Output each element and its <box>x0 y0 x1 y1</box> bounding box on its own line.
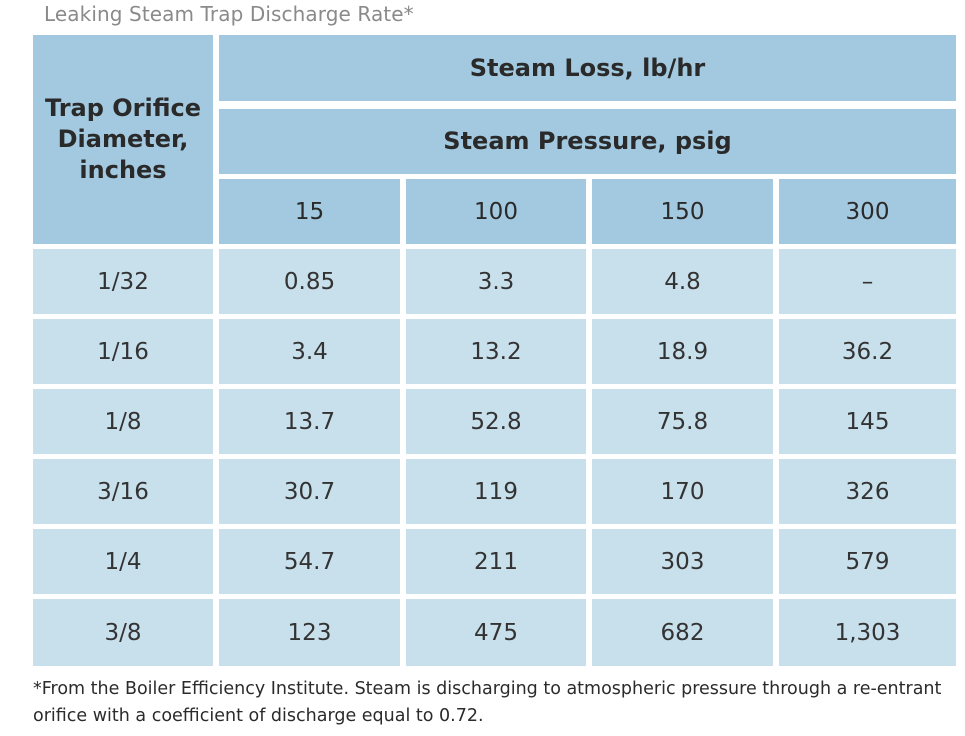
row-header-label: Trap Orifice Diameter, inches <box>44 94 202 184</box>
steam-loss-value-cell: 475 <box>406 599 586 666</box>
steam-loss-value-cell: 326 <box>779 459 956 524</box>
pressure-column-header: 100 <box>406 179 586 244</box>
row-header-cell: Trap Orifice Diameter, inches <box>33 35 213 244</box>
steam-loss-value-cell: 3.4 <box>219 319 400 384</box>
steam-loss-label: Steam Loss, lb/hr <box>469 53 706 82</box>
steam-loss-value-cell: – <box>779 249 956 314</box>
steam-loss-value-cell: 52.8 <box>406 389 586 454</box>
steam-pressure-label: Steam Pressure, psig <box>443 127 732 155</box>
steam-loss-header: Steam Loss, lb/hr <box>219 35 956 101</box>
footnote: *From the Boiler Efficiency Institute. S… <box>33 679 942 726</box>
steam-loss-table: Trap Orifice Diameter, inches Steam Loss… <box>33 35 956 666</box>
diameter-cell: 1/16 <box>33 319 213 384</box>
steam-pressure-header: Steam Pressure, psig <box>219 109 956 174</box>
steam-loss-value-cell: 303 <box>592 529 773 594</box>
steam-loss-value-cell: 3.3 <box>406 249 586 314</box>
pressure-column-header: 15 <box>219 179 400 244</box>
steam-loss-value-cell: 54.7 <box>219 529 400 594</box>
steam-loss-value-cell: 145 <box>779 389 956 454</box>
steam-loss-value-cell: 30.7 <box>219 459 400 524</box>
steam-loss-value-cell: 13.7 <box>219 389 400 454</box>
steam-loss-value-cell: 36.2 <box>779 319 956 384</box>
pressure-column-header: 150 <box>592 179 773 244</box>
table-caption: Leaking Steam Trap Discharge Rate* <box>44 2 414 26</box>
steam-loss-value-cell: 579 <box>779 529 956 594</box>
steam-loss-value-cell: 13.2 <box>406 319 586 384</box>
steam-loss-value-cell: 119 <box>406 459 586 524</box>
diameter-cell: 1/4 <box>33 529 213 594</box>
pressure-column-header: 300 <box>779 179 956 244</box>
steam-loss-value-cell: 170 <box>592 459 773 524</box>
diameter-cell: 3/16 <box>33 459 213 524</box>
steam-loss-value-cell: 18.9 <box>592 319 773 384</box>
steam-loss-value-cell: 4.8 <box>592 249 773 314</box>
diameter-cell: 3/8 <box>33 599 213 666</box>
steam-loss-value-cell: 75.8 <box>592 389 773 454</box>
steam-loss-value-cell: 0.85 <box>219 249 400 314</box>
diameter-cell: 1/8 <box>33 389 213 454</box>
steam-loss-value-cell: 682 <box>592 599 773 666</box>
steam-loss-value-cell: 211 <box>406 529 586 594</box>
steam-loss-value-cell: 1,303 <box>779 599 956 666</box>
diameter-cell: 1/32 <box>33 249 213 314</box>
steam-loss-value-cell: 123 <box>219 599 400 666</box>
